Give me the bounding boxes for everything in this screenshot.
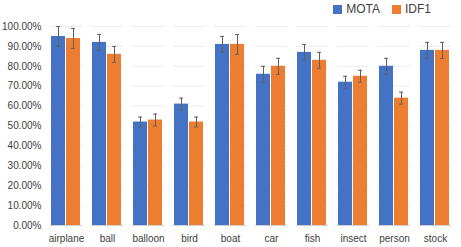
svg-text:stock: stock [424,233,448,244]
svg-text:car: car [265,233,280,244]
svg-text:100.00%: 100.00% [2,21,42,32]
html-text:IDF1: IDF1 [405,2,431,16]
svg-text:60.00%: 60.00% [8,100,42,111]
html-text:MOTA: MOTA [346,2,380,16]
svg-text:balloon: balloon [132,233,164,244]
svg-text:ball: ball [100,233,116,244]
svg-text:person: person [379,233,410,244]
svg-text:0.00%: 0.00% [13,220,41,231]
svg-text:80.00%: 80.00% [8,61,42,72]
svg-text:30.00%: 30.00% [8,160,42,171]
svg-text:boat: boat [221,233,241,244]
svg-text:20.00%: 20.00% [8,180,42,191]
svg-text:50.00%: 50.00% [8,120,42,131]
svg-text:90.00%: 90.00% [8,41,42,52]
svg-text:10.00%: 10.00% [8,200,42,211]
svg-text:40.00%: 40.00% [8,140,42,151]
svg-text:70.00%: 70.00% [8,80,42,91]
svg-text:airplane: airplane [49,233,85,244]
svg-text:insect: insect [340,233,366,244]
svg-text:fish: fish [305,233,321,244]
svg-text:bird: bird [181,233,198,244]
